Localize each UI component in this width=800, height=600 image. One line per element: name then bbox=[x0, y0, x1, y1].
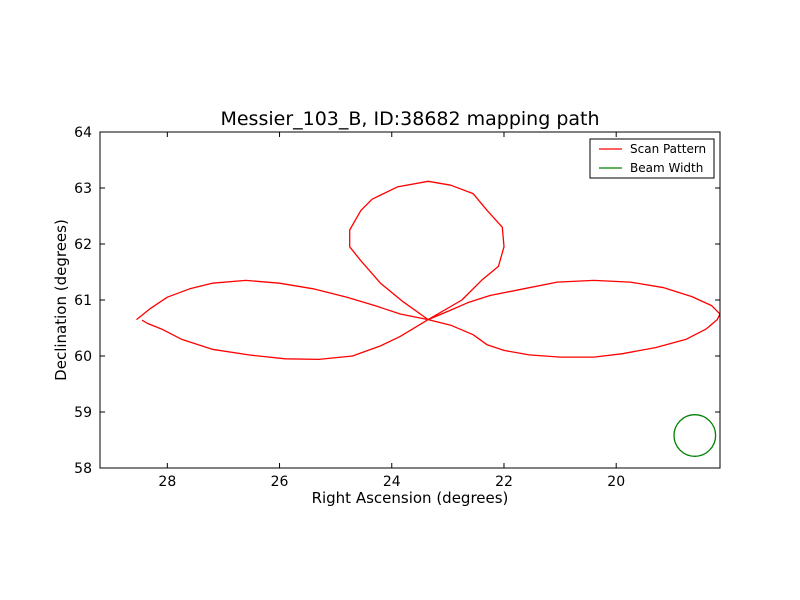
x-tick-label: 24 bbox=[383, 474, 401, 490]
x-tick-label: 20 bbox=[607, 474, 625, 490]
legend-label-scan-pattern: Scan Pattern bbox=[630, 142, 706, 156]
y-tick-label: 60 bbox=[74, 349, 92, 365]
y-axis-label: Declination (degrees) bbox=[52, 219, 70, 381]
legend-box bbox=[589, 138, 715, 179]
beam-width-circle bbox=[673, 414, 717, 457]
y-tick-label: 59 bbox=[74, 405, 92, 421]
y-tick-label: 63 bbox=[74, 181, 92, 197]
scan-pattern-line bbox=[136, 180, 720, 361]
x-tick-label: 26 bbox=[271, 474, 289, 490]
y-tick-label: 61 bbox=[74, 293, 92, 309]
y-tick-label: 58 bbox=[74, 461, 92, 477]
y-tick-label: 62 bbox=[74, 237, 92, 253]
x-tick-label: 28 bbox=[158, 474, 176, 490]
chart-title: Messier_103_B, ID:38682 mapping path bbox=[220, 108, 599, 130]
plot-frame bbox=[99, 131, 721, 469]
legend: Scan Pattern Beam Width bbox=[589, 138, 715, 179]
legend-label-beam-width: Beam Width bbox=[630, 161, 703, 175]
y-tick-label: 64 bbox=[74, 125, 92, 141]
x-tick-label: 22 bbox=[495, 474, 513, 490]
x-axis-label: Right Ascension (degrees) bbox=[312, 489, 509, 507]
plot-area: 28 26 24 22 20 58 59 60 61 62 63 64 bbox=[74, 125, 720, 490]
